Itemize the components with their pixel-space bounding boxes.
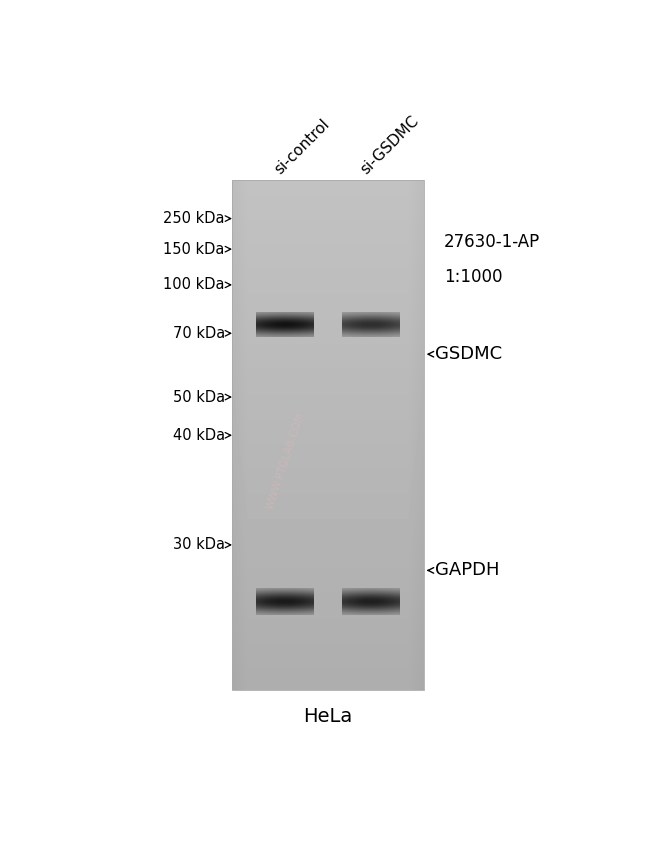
Text: WWW.PTGLAB.COM: WWW.PTGLAB.COM — [265, 411, 306, 510]
Text: 250 kDa: 250 kDa — [163, 211, 225, 226]
Text: si-control: si-control — [272, 116, 333, 177]
Text: 50 kDa: 50 kDa — [173, 390, 225, 404]
Text: 1:1000: 1:1000 — [444, 268, 502, 286]
Text: 150 kDa: 150 kDa — [163, 242, 225, 256]
Text: 40 kDa: 40 kDa — [173, 428, 225, 443]
Bar — [233, 180, 424, 690]
Text: GAPDH: GAPDH — [435, 561, 499, 579]
Text: 27630-1-AP: 27630-1-AP — [444, 233, 540, 250]
Text: GSDMC: GSDMC — [435, 346, 502, 363]
Text: 70 kDa: 70 kDa — [172, 326, 225, 340]
Text: si-GSDMC: si-GSDMC — [358, 113, 422, 177]
Text: 100 kDa: 100 kDa — [163, 278, 225, 292]
Text: HeLa: HeLa — [304, 706, 353, 726]
Text: 30 kDa: 30 kDa — [173, 537, 225, 553]
